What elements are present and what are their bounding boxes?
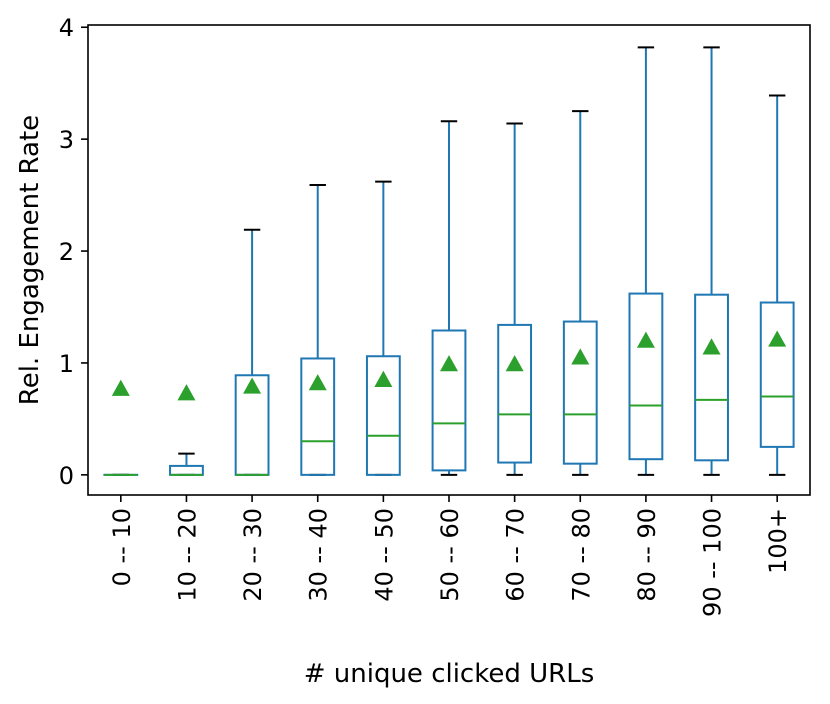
box <box>562 320 598 465</box>
box <box>300 357 336 476</box>
x-tick-label: 10 -- 20 <box>173 508 201 602</box>
box-group <box>497 122 533 476</box>
x-tick-label: 70 -- 80 <box>567 508 595 602</box>
box <box>365 355 401 476</box>
x-axis: 0 -- 10 10 -- 20 20 -- 30 30 -- 40 40 -- 50 5… <box>108 495 792 617</box>
x-tick-label: 50 -- 60 <box>436 508 464 602</box>
box-group <box>103 379 139 476</box>
x-tick-label: 0 -- 10 <box>108 508 136 586</box>
y-tick-label: 4 <box>59 14 74 42</box>
plot-marks <box>103 46 795 476</box>
mean-marker <box>571 348 590 365</box>
box <box>759 301 795 448</box>
box <box>497 323 533 464</box>
mean-marker <box>243 377 262 394</box>
mean-marker <box>177 384 196 401</box>
box-group <box>169 384 204 476</box>
x-tick-label: 20 -- 30 <box>239 508 267 602</box>
mean-marker <box>440 355 458 372</box>
mean-marker <box>505 355 524 372</box>
mean-marker <box>768 330 787 347</box>
mean-marker <box>702 338 721 355</box>
y-tick-label: 0 <box>59 462 74 490</box>
y-axis-label: Rel. Engagement Rate <box>15 115 45 405</box>
mean-marker <box>308 374 327 391</box>
mean-marker <box>374 370 393 387</box>
box-group <box>234 228 270 476</box>
y-tick-label: 2 <box>59 238 74 266</box>
box-group <box>300 184 336 476</box>
box <box>628 292 664 461</box>
x-tick-label: 60 -- 70 <box>502 508 530 602</box>
y-axis: 0 1 2 3 4 <box>59 14 88 490</box>
x-axis-label: # unique clicked URLs <box>304 659 595 689</box>
box-group <box>562 110 598 476</box>
mean-marker <box>111 379 130 396</box>
y-tick-label: 1 <box>59 350 74 378</box>
box <box>169 464 204 476</box>
box-group <box>628 46 664 476</box>
y-tick-label: 3 <box>59 126 74 154</box>
mean-marker <box>636 331 655 348</box>
box-group <box>694 46 729 476</box>
box <box>694 293 729 462</box>
x-tick-label: 80 -- 90 <box>633 508 661 602</box>
x-tick-label: 40 -- 50 <box>370 508 398 602</box>
x-tick-label: 100+ <box>764 508 792 574</box>
x-tick-label: 30 -- 40 <box>305 508 333 602</box>
box-group <box>365 180 401 476</box>
x-tick-label: 90 -- 100 <box>699 508 727 617</box>
box-group <box>759 94 795 476</box>
box-group <box>431 120 467 476</box>
box <box>431 329 467 472</box>
